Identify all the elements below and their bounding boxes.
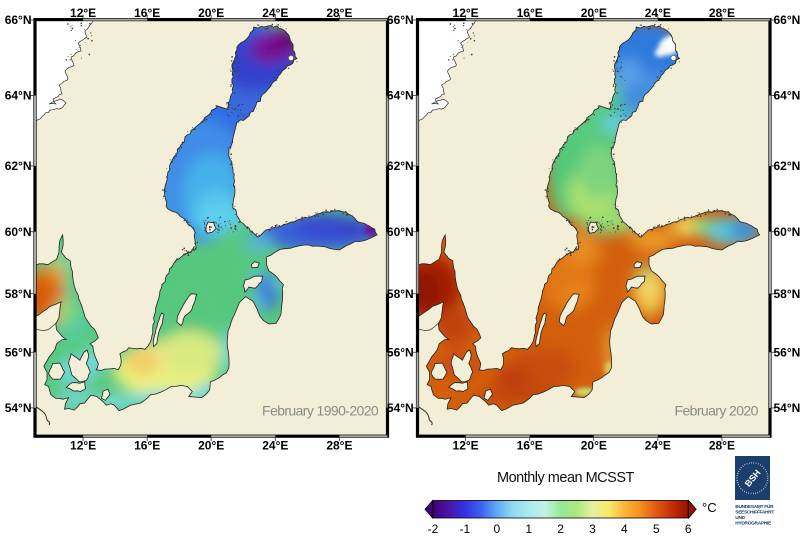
svg-text:12°E: 12°E bbox=[70, 6, 96, 20]
svg-text:62°N: 62°N bbox=[774, 159, 800, 173]
svg-text:24°E: 24°E bbox=[645, 6, 671, 20]
svg-text:62°N: 62°N bbox=[387, 159, 414, 173]
svg-text:54°N: 54°N bbox=[387, 401, 414, 415]
svg-text:20°E: 20°E bbox=[198, 439, 224, 453]
svg-text:12°E: 12°E bbox=[453, 6, 479, 20]
svg-text:12°E: 12°E bbox=[453, 439, 479, 453]
svg-text:20°E: 20°E bbox=[581, 439, 607, 453]
svg-text:-1: -1 bbox=[460, 522, 471, 536]
svg-text:64°N: 64°N bbox=[774, 89, 800, 103]
svg-text:SEESCHIFFFAHRT: SEESCHIFFFAHRT bbox=[735, 510, 774, 516]
svg-text:58°N: 58°N bbox=[774, 287, 800, 301]
svg-text:24°E: 24°E bbox=[645, 439, 671, 453]
svg-text:BUNDESAMT FÜR: BUNDESAMT FÜR bbox=[735, 503, 774, 510]
svg-text:16°E: 16°E bbox=[517, 439, 543, 453]
svg-text:28°E: 28°E bbox=[709, 6, 735, 20]
svg-text:0: 0 bbox=[493, 522, 500, 536]
svg-text:60°N: 60°N bbox=[774, 225, 800, 239]
svg-text:60°N: 60°N bbox=[5, 225, 32, 239]
svg-text:2: 2 bbox=[557, 522, 564, 536]
svg-text:February 2020: February 2020 bbox=[675, 403, 759, 419]
svg-text:28°E: 28°E bbox=[326, 439, 352, 453]
svg-text:4: 4 bbox=[621, 522, 628, 536]
svg-text:54°N: 54°N bbox=[5, 401, 32, 415]
svg-text:56°N: 56°N bbox=[774, 346, 800, 360]
svg-text:66°N: 66°N bbox=[387, 13, 414, 27]
svg-text:58°N: 58°N bbox=[387, 287, 414, 301]
svg-text:66°N: 66°N bbox=[774, 13, 800, 27]
svg-text:60°N: 60°N bbox=[387, 225, 414, 239]
svg-text:5: 5 bbox=[653, 522, 660, 536]
svg-text:3: 3 bbox=[589, 522, 596, 536]
svg-text:16°E: 16°E bbox=[517, 6, 543, 20]
svg-text:28°E: 28°E bbox=[326, 6, 352, 20]
svg-text:6: 6 bbox=[685, 522, 692, 536]
svg-text:February 1990-2020: February 1990-2020 bbox=[262, 403, 379, 419]
svg-text:UND: UND bbox=[735, 515, 745, 521]
svg-text:°C: °C bbox=[702, 500, 717, 515]
svg-text:-2: -2 bbox=[428, 522, 439, 536]
svg-text:12°E: 12°E bbox=[70, 439, 96, 453]
svg-text:16°E: 16°E bbox=[134, 439, 160, 453]
svg-text:1: 1 bbox=[525, 522, 532, 536]
svg-text:64°N: 64°N bbox=[5, 89, 32, 103]
svg-text:66°N: 66°N bbox=[5, 13, 32, 27]
svg-text:20°E: 20°E bbox=[198, 6, 224, 20]
svg-text:HYDROGRAPHIE: HYDROGRAPHIE bbox=[735, 521, 772, 527]
svg-text:24°E: 24°E bbox=[262, 439, 288, 453]
svg-text:54°N: 54°N bbox=[774, 401, 800, 415]
svg-text:56°N: 56°N bbox=[5, 346, 32, 360]
svg-text:62°N: 62°N bbox=[5, 159, 32, 173]
svg-text:24°E: 24°E bbox=[262, 6, 288, 20]
svg-text:16°E: 16°E bbox=[134, 6, 160, 20]
svg-text:58°N: 58°N bbox=[5, 287, 32, 301]
svg-text:20°E: 20°E bbox=[581, 6, 607, 20]
svg-text:Monthly mean MCSST: Monthly mean MCSST bbox=[497, 470, 634, 486]
svg-text:56°N: 56°N bbox=[387, 346, 414, 360]
svg-text:28°E: 28°E bbox=[709, 439, 735, 453]
svg-text:64°N: 64°N bbox=[387, 89, 414, 103]
